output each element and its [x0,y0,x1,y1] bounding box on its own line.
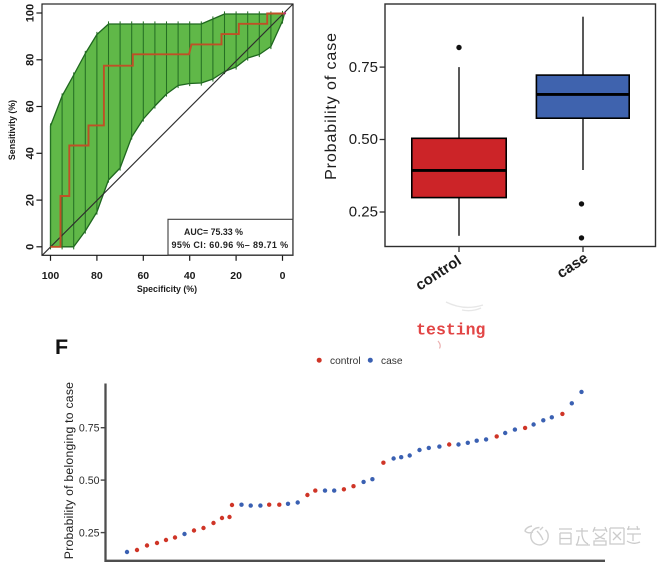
svg-text:Probability of belonging to ca: Probability of belonging to case [62,382,76,559]
svg-text:80: 80 [91,270,103,282]
svg-text:0.50: 0.50 [349,131,378,148]
svg-text:0: 0 [24,244,36,250]
svg-text:testing: testing [416,321,485,340]
svg-text:control: control [330,356,361,367]
svg-text:AUC= 75.33 %: AUC= 75.33 % [184,227,243,237]
svg-text:0.25: 0.25 [349,204,378,221]
svg-text:40: 40 [184,270,196,282]
svg-text:0.25: 0.25 [79,527,100,539]
svg-text:20: 20 [230,270,242,282]
svg-text:case: case [381,356,403,367]
svg-text:40: 40 [24,147,36,159]
svg-text:case: case [554,250,591,282]
svg-text:60: 60 [137,270,149,282]
svg-text:F: F [55,335,68,359]
svg-text:95% CI: 60.96 %– 89.71 %: 95% CI: 60.96 %– 89.71 % [172,240,289,250]
svg-text:0: 0 [280,270,286,282]
svg-text:80: 80 [24,54,36,66]
svg-text:0.75: 0.75 [79,422,100,434]
svg-text:0.50: 0.50 [79,475,100,487]
svg-text:60: 60 [24,100,36,112]
svg-text:100: 100 [24,4,36,22]
svg-text:100: 100 [42,270,60,282]
svg-text:Sensitivity (%): Sensitivity (%) [7,100,17,160]
svg-text:Probability of case: Probability of case [323,32,340,180]
svg-text:0.75: 0.75 [349,59,378,76]
svg-text:Specificity (%): Specificity (%) [137,284,197,294]
svg-text:20: 20 [24,194,36,206]
svg-text:control: control [413,252,465,294]
